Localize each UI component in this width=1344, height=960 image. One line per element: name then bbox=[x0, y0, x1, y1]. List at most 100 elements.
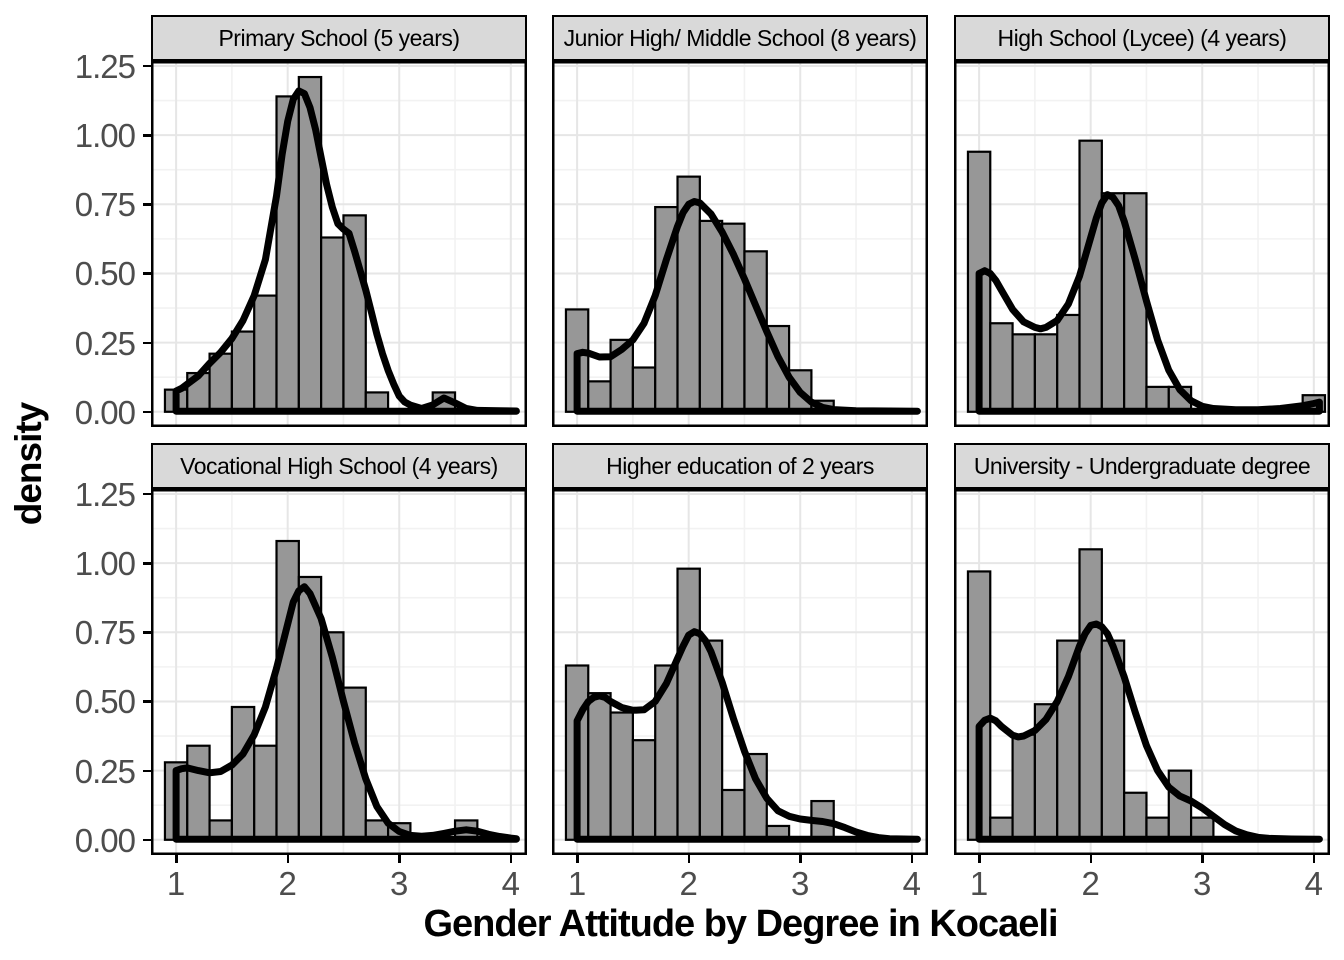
y-axis-tick bbox=[143, 562, 151, 565]
y-axis-tick bbox=[143, 134, 151, 137]
y-axis-tick bbox=[143, 700, 151, 703]
histogram-bar bbox=[676, 567, 701, 841]
facet-strip-vocational: Vocational High School (4 years) bbox=[151, 443, 527, 489]
histogram-bar bbox=[186, 744, 211, 841]
facet-strip-label: Vocational High School (4 years) bbox=[180, 452, 498, 479]
x-axis-tick bbox=[1201, 855, 1204, 863]
facet-panel-junior-high bbox=[552, 61, 928, 427]
facet-panel-university bbox=[954, 489, 1330, 855]
histogram-bar bbox=[230, 705, 256, 841]
x-axis-tick bbox=[1312, 855, 1316, 863]
histogram-bar bbox=[1123, 791, 1148, 841]
x-axis-title: Gender Attitude by Degree in Kocaeli bbox=[423, 903, 1058, 945]
histogram-bar bbox=[631, 739, 657, 841]
histogram-bar bbox=[989, 322, 1014, 413]
x-tick-label: 2 bbox=[679, 865, 698, 902]
histogram-bar bbox=[698, 219, 724, 413]
facet-strip-label: Higher education of 2 years bbox=[606, 452, 874, 479]
y-axis-tick bbox=[143, 492, 151, 496]
x-axis-tick bbox=[687, 855, 691, 863]
x-axis-tick bbox=[910, 855, 914, 863]
y-tick-label: 0.25 bbox=[74, 324, 136, 362]
y-tick-label: 0.50 bbox=[74, 255, 136, 293]
histogram-bar bbox=[1011, 333, 1036, 413]
x-axis-tick bbox=[1089, 855, 1093, 863]
histogram-bar bbox=[1078, 548, 1103, 841]
x-axis-tick bbox=[175, 855, 178, 863]
density-curve bbox=[573, 198, 921, 415]
facet-strip-university: University - Undergraduate degree bbox=[954, 443, 1330, 489]
x-tick-label: 3 bbox=[791, 865, 810, 902]
histogram-bar bbox=[253, 744, 278, 841]
y-tick-label: 1.00 bbox=[74, 545, 136, 583]
y-axis-tick bbox=[143, 64, 151, 68]
y-axis-tick bbox=[143, 838, 151, 842]
panel-border bbox=[954, 61, 1330, 427]
histogram-bar bbox=[609, 711, 634, 841]
density-curve bbox=[172, 87, 520, 415]
x-axis-tick bbox=[576, 855, 579, 863]
facet-strip-junior-high: Junior High/ Middle School (8 years) bbox=[552, 15, 928, 61]
histogram-bar bbox=[587, 380, 612, 413]
y-tick-label: 1.25 bbox=[74, 47, 136, 85]
x-tick-label: 3 bbox=[1193, 865, 1212, 902]
histogram-bar bbox=[1011, 733, 1036, 841]
y-axis-tick bbox=[143, 769, 151, 773]
facet-strip-label: University - Undergraduate degree bbox=[973, 452, 1311, 479]
facet-panel-high-school bbox=[954, 61, 1330, 427]
x-tick-label: 4 bbox=[902, 865, 921, 902]
x-tick-label: 3 bbox=[390, 865, 409, 902]
x-tick-label: 1 bbox=[166, 865, 186, 902]
histogram-bar bbox=[1033, 333, 1059, 413]
y-axis-tick bbox=[143, 272, 151, 275]
facet-strip-primary-school: Primary School (5 years) bbox=[151, 15, 527, 61]
histogram-bar bbox=[253, 294, 278, 413]
histogram-bar bbox=[721, 788, 746, 841]
histogram-bar bbox=[320, 236, 345, 413]
facet-panel-primary-school bbox=[151, 61, 527, 427]
x-axis-tick bbox=[398, 855, 401, 863]
x-tick-label: 2 bbox=[1081, 865, 1100, 902]
y-tick-label: 1.00 bbox=[74, 117, 136, 155]
x-axis-tick bbox=[286, 855, 290, 863]
histogram-bar bbox=[1056, 313, 1081, 413]
y-tick-label: 0.25 bbox=[74, 752, 136, 790]
histogram-bar bbox=[1100, 192, 1126, 413]
facet-strip-label: Junior High/ Middle School (8 years) bbox=[563, 24, 917, 51]
x-axis-tick bbox=[799, 855, 802, 863]
histogram-bar bbox=[1167, 769, 1193, 841]
y-axis-tick bbox=[143, 631, 151, 634]
x-tick-label: 1 bbox=[969, 865, 989, 902]
histogram-bar bbox=[230, 330, 256, 413]
density-curve bbox=[975, 191, 1323, 415]
facet-panel-vocational bbox=[151, 489, 527, 855]
y-tick-label: 1.25 bbox=[74, 475, 136, 513]
x-tick-label: 1 bbox=[567, 865, 587, 902]
facet-panel-higher-ed-2y bbox=[552, 489, 928, 855]
facet-strip-higher-ed-2y: Higher education of 2 years bbox=[552, 443, 928, 489]
histogram-bar bbox=[275, 95, 300, 413]
panel-border bbox=[954, 489, 1330, 855]
panel-border bbox=[552, 61, 928, 427]
y-tick-label: 0.50 bbox=[74, 683, 136, 721]
histogram-bar bbox=[275, 539, 300, 841]
x-axis-tick bbox=[978, 855, 981, 863]
density-curve bbox=[573, 628, 921, 843]
histogram-bar bbox=[631, 366, 657, 413]
density-curve bbox=[975, 620, 1323, 843]
y-axis-tick bbox=[143, 341, 151, 345]
facet-strip-label: High School (Lycee) (4 years) bbox=[997, 24, 1287, 51]
y-tick-label: 0.75 bbox=[74, 186, 136, 224]
density-curve bbox=[172, 583, 520, 843]
facet-strip-label: Primary School (5 years) bbox=[218, 24, 460, 51]
x-axis-tick bbox=[509, 855, 513, 863]
x-tick-label: 4 bbox=[1304, 865, 1323, 902]
y-tick-label: 0.75 bbox=[74, 614, 136, 652]
panel-border bbox=[151, 61, 527, 427]
x-tick-label: 4 bbox=[501, 865, 520, 902]
y-tick-label: 0.00 bbox=[74, 821, 136, 859]
y-axis-title: density bbox=[8, 402, 49, 526]
y-tick-label: 0.00 bbox=[74, 393, 136, 431]
y-axis-tick bbox=[143, 203, 151, 206]
